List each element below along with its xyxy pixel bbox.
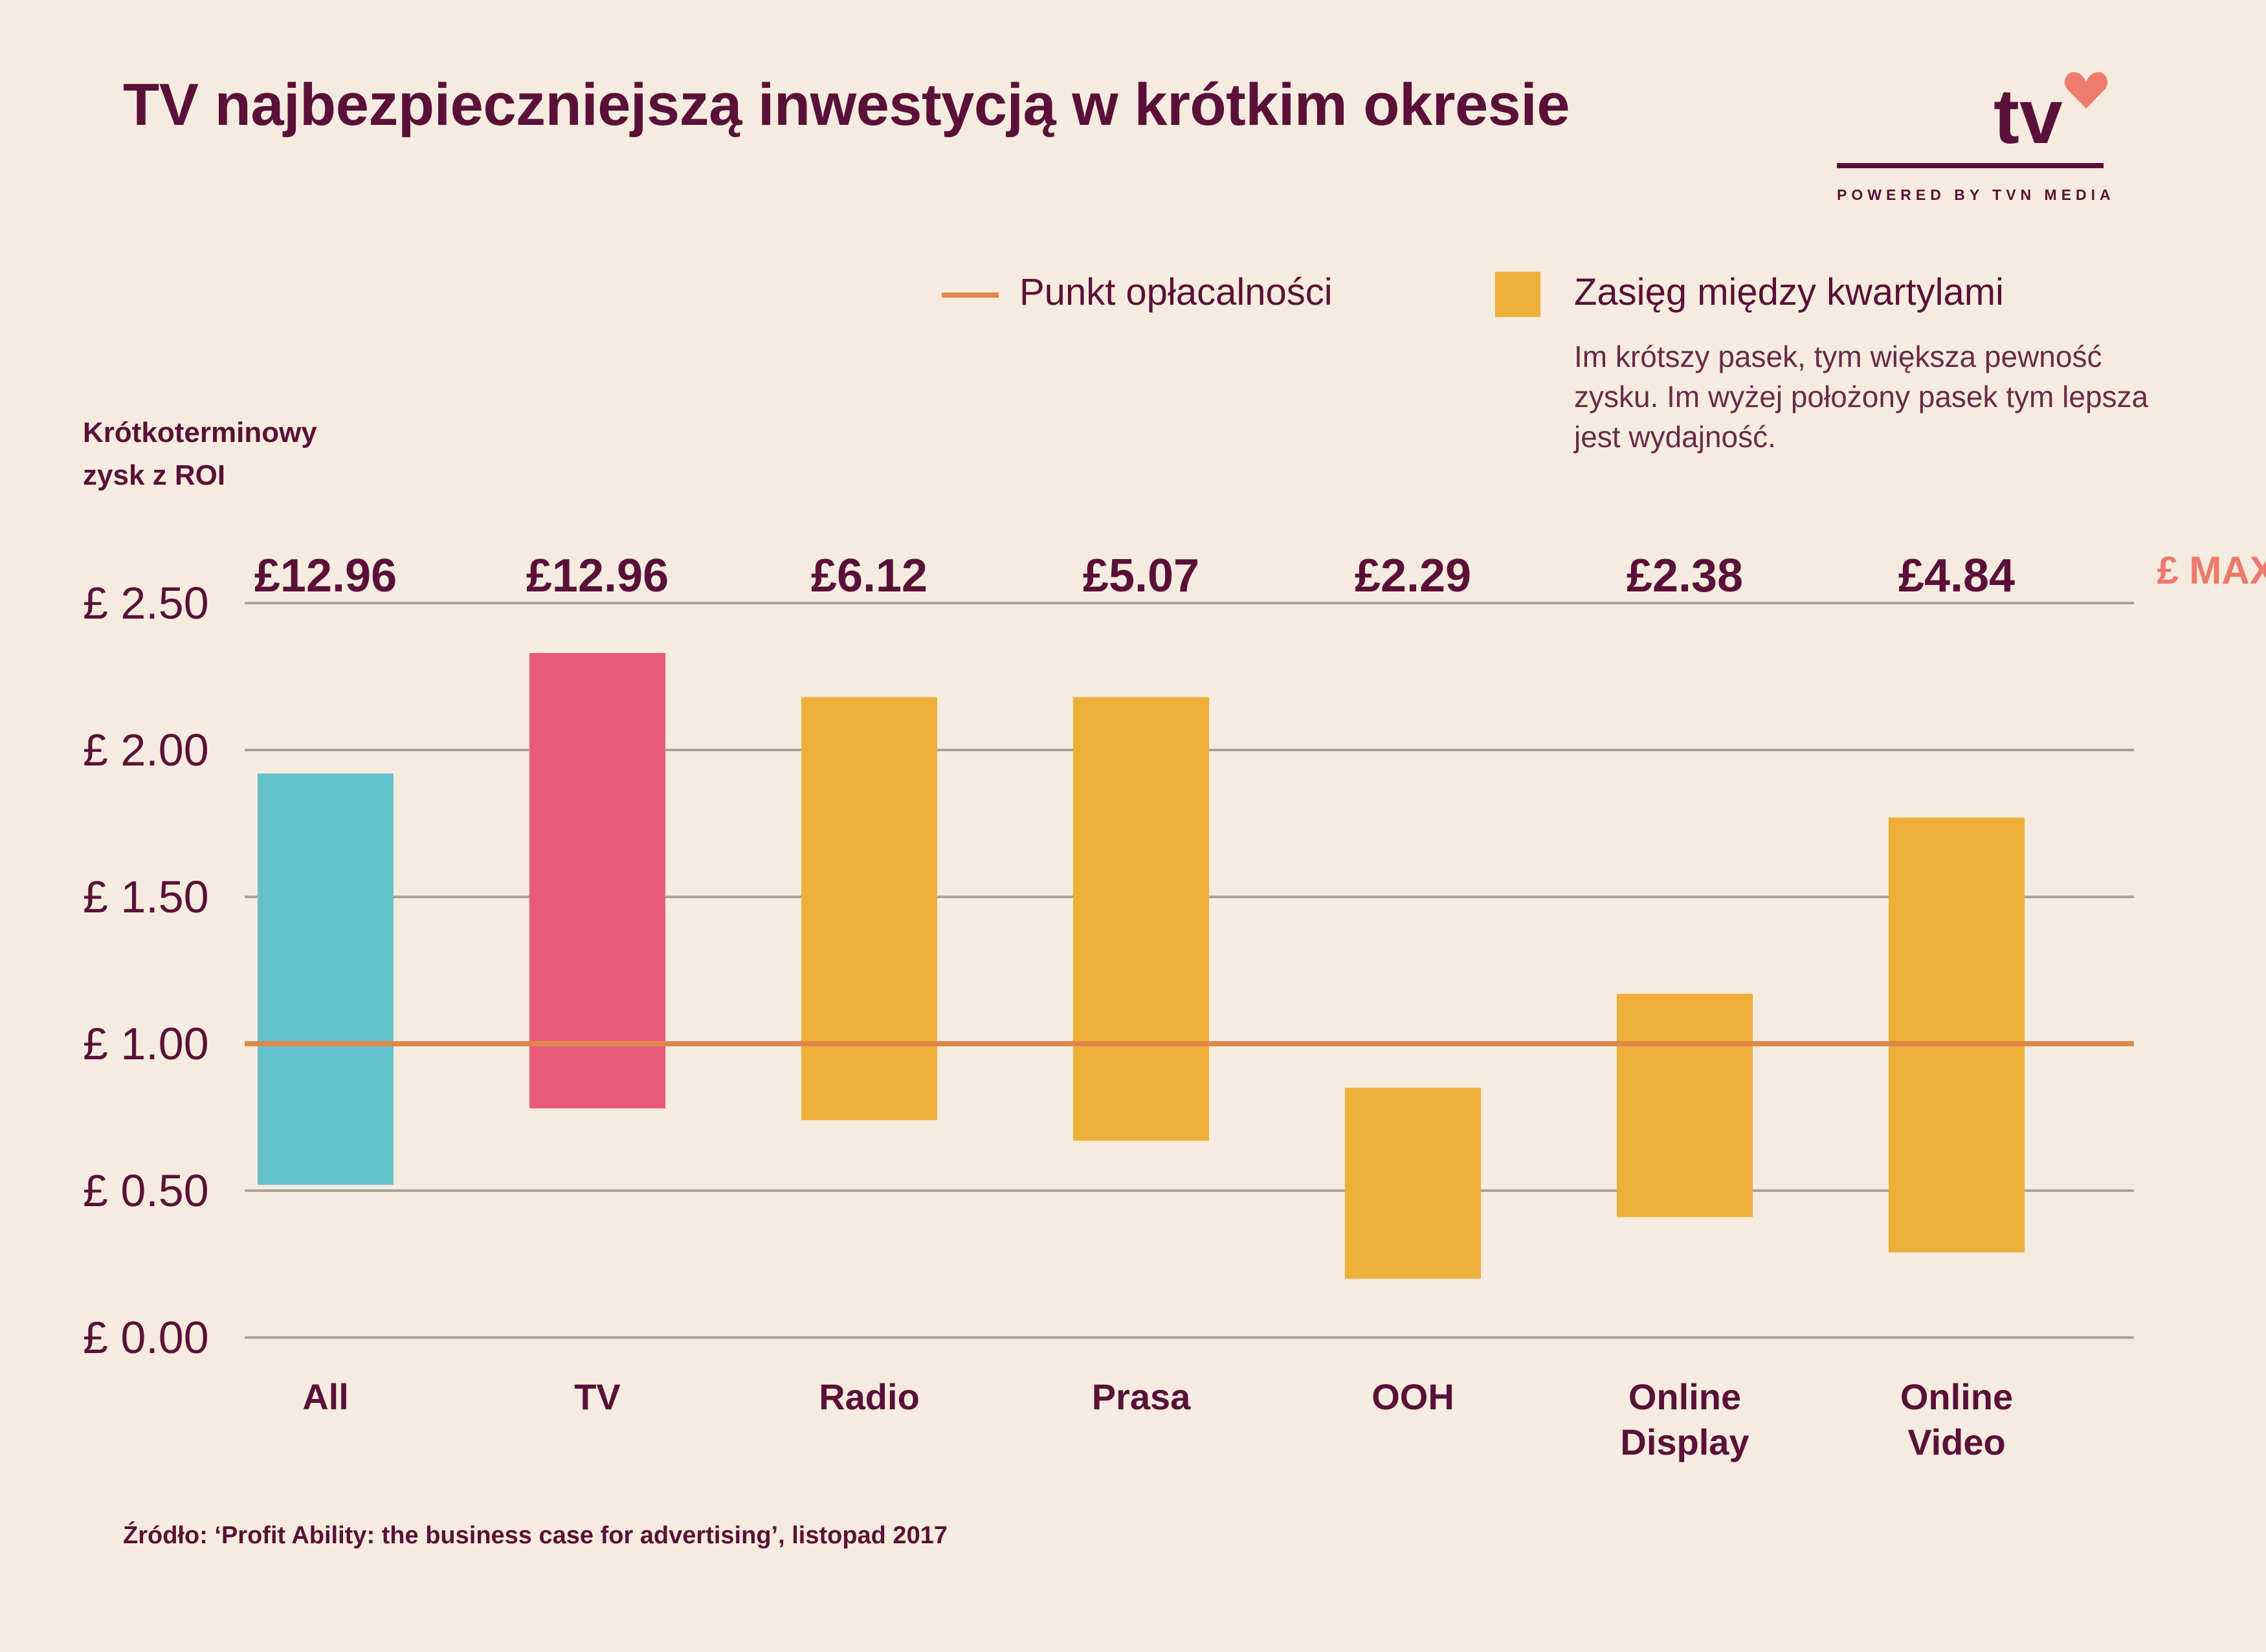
category-label: OOH <box>1372 1376 1454 1417</box>
y-axis-label-line-2: zysk z ROI <box>83 459 226 491</box>
range-bar <box>1617 993 1753 1217</box>
y-axis-label-line-1: Krótkoterminowy <box>83 417 317 448</box>
y-tick-label: £ 2.50 <box>83 578 209 628</box>
max-value-label: £2.38 <box>1627 550 1743 602</box>
category-label: Video <box>1907 1422 2005 1462</box>
category-label: Online <box>1628 1376 1741 1417</box>
category-label: Prasa <box>1092 1376 1191 1417</box>
legend-range-swatch <box>1495 272 1540 317</box>
y-tick-label: £ 0.50 <box>83 1165 209 1216</box>
y-tick-label: £ 2.00 <box>83 725 209 775</box>
range-bar <box>1889 817 2025 1253</box>
range-bar <box>258 773 394 1185</box>
max-value-label: £12.96 <box>526 550 669 602</box>
max-value-label: £12.96 <box>254 550 397 602</box>
y-tick-label: £ 0.00 <box>83 1312 209 1363</box>
logo-divider <box>1837 163 2104 168</box>
source-note: Źródło: ‘Profit Ability: the business ca… <box>123 1522 948 1549</box>
logo-tagline: POWERED BY TVN MEDIA <box>1837 186 2115 203</box>
max-row-label: £ MAX <box>2157 549 2266 592</box>
max-value-label: £2.29 <box>1355 550 1471 602</box>
range-bar <box>801 697 937 1121</box>
category-label: TV <box>574 1376 621 1417</box>
category-label: All <box>302 1376 349 1417</box>
range-bar <box>529 653 665 1108</box>
range-bar <box>1073 697 1209 1141</box>
heart-icon <box>2065 72 2107 109</box>
logo-mark: tv <box>1994 73 2063 160</box>
page-title: TV najbezpieczniejszą inwestycją w krótk… <box>123 72 1570 138</box>
y-axis-label: Krótkoterminowy zysk z ROI <box>83 412 406 497</box>
legend-range-label: Zasięg między kwartylami <box>1574 271 2004 313</box>
max-value-label: £5.07 <box>1083 550 1199 602</box>
legend-note: Im krótszy pasek, tym większa pewność zy… <box>1574 340 2149 454</box>
max-value-label: £6.12 <box>811 550 928 602</box>
category-label: Display <box>1620 1422 1749 1462</box>
range-bar <box>1345 1088 1481 1279</box>
category-label: Online <box>1900 1376 2013 1417</box>
legend-breakeven-swatch <box>942 292 999 298</box>
y-tick-label: £ 1.00 <box>83 1019 209 1069</box>
y-tick-label: £ 1.50 <box>83 872 209 922</box>
legend-breakeven-label: Punkt opłacalności <box>1019 271 1333 313</box>
max-value-label: £4.84 <box>1898 550 2015 602</box>
brand-logo: tv POWERED BY TVN MEDIA <box>1832 65 2115 214</box>
category-label: Radio <box>819 1376 920 1417</box>
